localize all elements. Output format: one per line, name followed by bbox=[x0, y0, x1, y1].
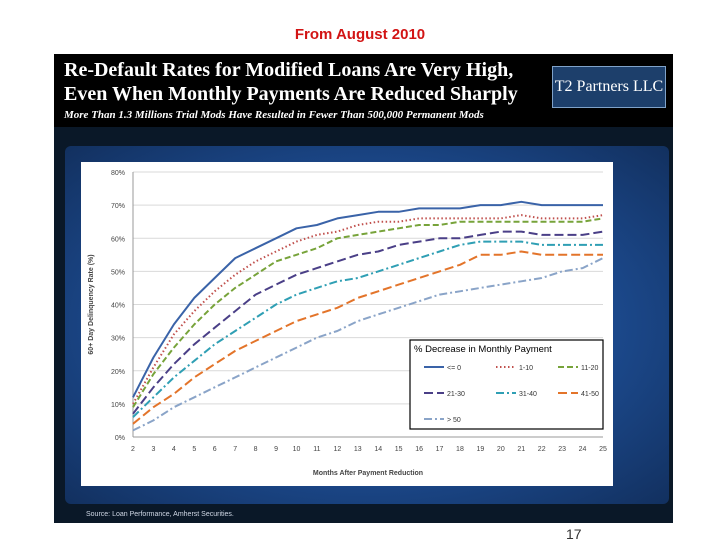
headline-line-1: Re-Default Rates for Modified Loans Are … bbox=[64, 59, 514, 81]
t2-partners-logo: T2 Partners LLC bbox=[552, 66, 666, 108]
x-tick-label: 10 bbox=[293, 446, 301, 453]
x-tick-label: 13 bbox=[354, 446, 362, 453]
legend-title: % Decrease in Monthly Payment bbox=[414, 344, 552, 355]
x-tick-label: 17 bbox=[436, 446, 444, 453]
x-axis-title: Months After Payment Reduction bbox=[313, 470, 423, 477]
headline-line-2: Even When Monthly Payments Are Reduced S… bbox=[64, 83, 518, 105]
x-tick-label: 8 bbox=[254, 446, 258, 453]
legend-label: 1-10 bbox=[519, 365, 533, 372]
x-tick-label: 24 bbox=[579, 446, 587, 453]
series-line-3 bbox=[132, 217, 604, 408]
x-tick-label: 21 bbox=[517, 446, 525, 453]
legend-label: 21-30 bbox=[447, 391, 465, 398]
slide: Re-Default Rates for Modified Loans Are … bbox=[54, 54, 673, 523]
y-axis-title: 60+ Day Delinquency Rate (%) bbox=[88, 254, 95, 354]
series-line-4 bbox=[132, 230, 604, 415]
x-tick-label: 14 bbox=[374, 446, 382, 453]
y-tick-label: 50% bbox=[111, 269, 125, 276]
legend-label: > 50 bbox=[447, 417, 461, 424]
slide-header: Re-Default Rates for Modified Loans Are … bbox=[54, 54, 673, 127]
series-line-1 bbox=[132, 200, 603, 398]
x-tick-label: 15 bbox=[395, 446, 403, 453]
y-tick-label: 80% bbox=[111, 170, 125, 177]
y-tick-label: 30% bbox=[111, 336, 125, 343]
top-caption: From August 2010 bbox=[294, 26, 426, 43]
x-tick-label: 2 bbox=[131, 446, 135, 453]
x-tick-label: 16 bbox=[415, 446, 423, 453]
legend-box bbox=[409, 339, 604, 430]
chart-backdrop: 0% 10% 20% 30% 40% 50% 60% 70% 80% 2 3 4 5 6 7 8 9 10 11 12… bbox=[65, 146, 669, 504]
plot-card: 0% 10% 20% 30% 40% 50% 60% 70% 80% 2 3 4 5 6 7 8 9 10 11 12… bbox=[81, 162, 613, 486]
x-tick-label: 22 bbox=[538, 446, 546, 453]
legend-label: 31-40 bbox=[519, 391, 537, 398]
x-tick-label: 11 bbox=[313, 446, 320, 453]
x-tick-label: 20 bbox=[497, 446, 505, 453]
y-tick-label: 0% bbox=[115, 435, 125, 442]
x-tick-label: 7 bbox=[233, 446, 237, 453]
y-tick-label: 20% bbox=[111, 369, 125, 376]
y-tick-label: 40% bbox=[111, 303, 125, 310]
subheadline: More Than 1.3 Millions Trial Mods Have R… bbox=[64, 109, 484, 121]
x-tick-label: 4 bbox=[172, 446, 176, 453]
y-tick-label: 60% bbox=[111, 236, 125, 243]
legend-label: 11-20 bbox=[581, 365, 598, 372]
x-tick-label: 6 bbox=[213, 446, 217, 453]
x-tick-label: 25 bbox=[599, 446, 607, 453]
x-tick-label: 19 bbox=[476, 446, 484, 453]
x-tick-label: 3 bbox=[151, 446, 155, 453]
page-number: 17 bbox=[566, 526, 582, 542]
series-line-6 bbox=[132, 250, 603, 425]
legend-label: 41-50 bbox=[581, 391, 599, 398]
y-tick-label: 10% bbox=[111, 402, 125, 409]
x-tick-label: 12 bbox=[333, 446, 341, 453]
delinquency-line-chart: 0%10%20%30%40%50%60%70%80%2 3 4 5 6 7 8 9 10 11 12… bbox=[88, 170, 607, 477]
x-tick-label: 5 bbox=[192, 446, 196, 453]
x-tick-label: 18 bbox=[456, 446, 464, 453]
x-tick-label: 9 bbox=[274, 446, 278, 453]
legend-label: <= 0 bbox=[447, 365, 461, 372]
x-tick-label: 23 bbox=[558, 446, 566, 453]
source-note: Source: Loan Performance, Amherst Securi… bbox=[86, 511, 234, 518]
y-tick-label: 70% bbox=[111, 203, 125, 210]
series-line-5 bbox=[132, 240, 603, 418]
series-line-7 bbox=[132, 257, 604, 432]
